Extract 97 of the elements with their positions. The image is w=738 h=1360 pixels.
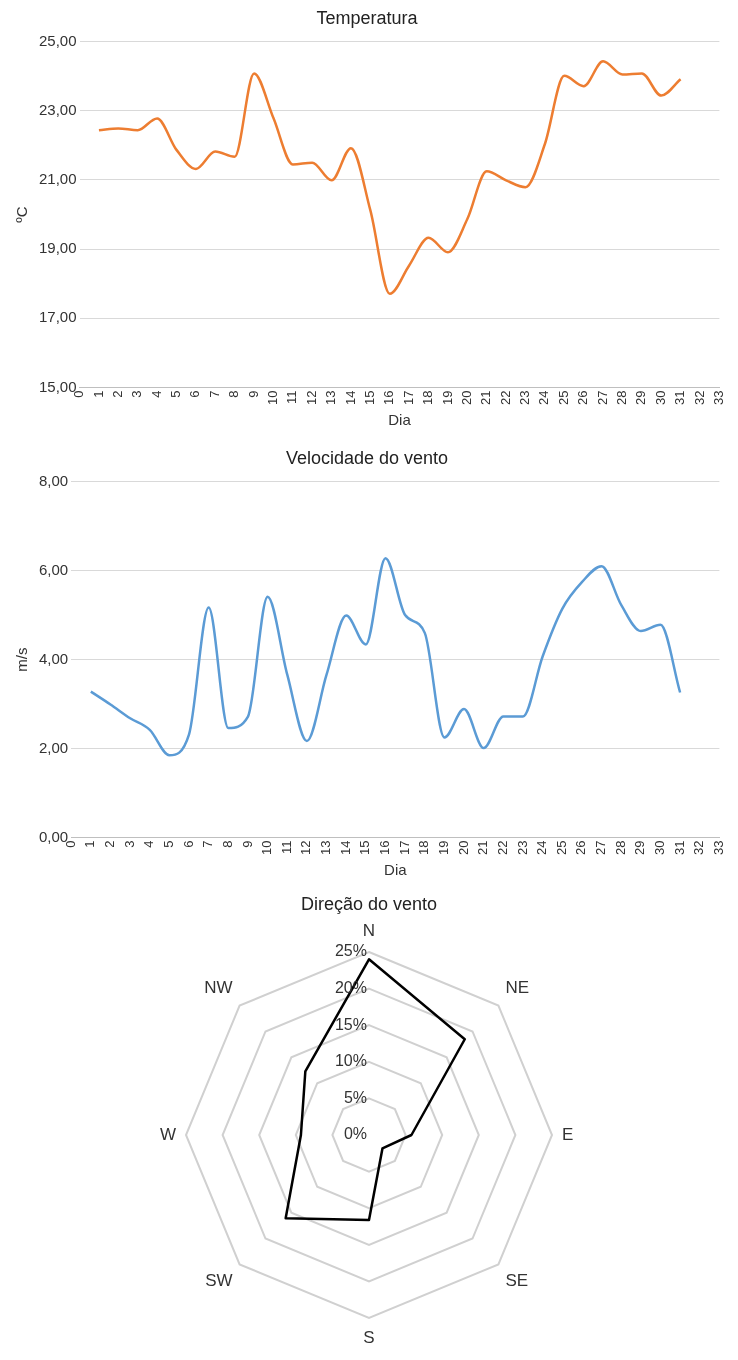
x-tick-label: 7 bbox=[206, 390, 222, 398]
x-tick-label: 7 bbox=[200, 840, 216, 848]
x-tick-label: 32 bbox=[691, 840, 707, 856]
x-tick-label: 4 bbox=[141, 840, 157, 848]
y-tick-label: 5% bbox=[343, 1088, 367, 1106]
x-tick-label: 9 bbox=[239, 840, 255, 848]
x-tick-label: 16 bbox=[377, 840, 393, 856]
x-tick-label: 20 bbox=[458, 390, 474, 406]
x-tick-label: 10 bbox=[259, 840, 275, 856]
x-tick-label: 13 bbox=[318, 840, 334, 856]
x-tick-label: 26 bbox=[575, 390, 591, 406]
chart-title: Velocidade do vento bbox=[285, 447, 449, 468]
x-tick-label: 12 bbox=[298, 840, 314, 856]
x-tick-label: 27 bbox=[593, 840, 609, 856]
y-tick-label: 25% bbox=[334, 942, 367, 960]
x-tick-label: 29 bbox=[633, 390, 649, 406]
y-tick-label: 0% bbox=[343, 1125, 367, 1143]
y-axis-title: ºC bbox=[13, 206, 31, 223]
line-series bbox=[89, 556, 682, 757]
x-tick-label: 32 bbox=[691, 390, 707, 406]
x-tick-label: 24 bbox=[534, 840, 550, 856]
spoke-label: SW bbox=[205, 1271, 233, 1291]
spoke-label: SE bbox=[505, 1271, 529, 1291]
x-tick-label: 2 bbox=[102, 840, 118, 848]
x-tick-label: 29 bbox=[632, 840, 648, 856]
x-tick-label: 5 bbox=[160, 840, 176, 848]
x-tick-label: 8 bbox=[226, 390, 242, 398]
x-tick-label: 17 bbox=[400, 390, 416, 406]
y-tick-label: 17,00 bbox=[38, 308, 77, 326]
x-tick-label: 14 bbox=[342, 390, 358, 406]
x-tick-label: 22 bbox=[497, 390, 513, 406]
x-tick-label: 23 bbox=[514, 840, 530, 856]
x-tick-label: 19 bbox=[439, 390, 455, 406]
x-tick-label: 8 bbox=[219, 840, 235, 848]
x-tick-label: 14 bbox=[337, 840, 353, 856]
x-tick-label: 24 bbox=[536, 390, 552, 406]
x-tick-label: 1 bbox=[82, 840, 98, 848]
spoke-label: E bbox=[562, 1124, 574, 1144]
x-tick-label: 33 bbox=[710, 840, 726, 856]
chart-title: Direção do vento bbox=[300, 893, 438, 914]
x-tick-label: 1 bbox=[90, 390, 106, 398]
x-tick-label: 21 bbox=[475, 840, 491, 856]
y-tick-label: 4,00 bbox=[38, 649, 69, 667]
x-tick-label: 25 bbox=[553, 840, 569, 856]
x-tick-label: 30 bbox=[652, 840, 668, 856]
y-tick-label: 19,00 bbox=[38, 239, 77, 257]
x-tick-label: 33 bbox=[710, 390, 726, 406]
x-tick-label: 11 bbox=[284, 390, 300, 405]
x-tick-label: 3 bbox=[129, 390, 145, 398]
x-tick-label: 5 bbox=[168, 390, 184, 398]
spoke-label: NE bbox=[505, 978, 530, 998]
y-tick-label: 15% bbox=[334, 1015, 367, 1033]
y-tick-label: 10% bbox=[334, 1052, 367, 1070]
x-tick-label: 31 bbox=[671, 840, 687, 856]
y-tick-label: 25,00 bbox=[38, 31, 77, 49]
x-tick-label: 15 bbox=[361, 390, 377, 406]
x-tick-label: 30 bbox=[652, 390, 668, 406]
x-tick-label: 26 bbox=[573, 840, 589, 856]
x-tick-label: 13 bbox=[323, 390, 339, 406]
x-tick-label: 2 bbox=[109, 390, 125, 398]
y-tick-label: 8,00 bbox=[38, 471, 69, 489]
x-tick-label: 25 bbox=[555, 390, 571, 406]
x-tick-label: 31 bbox=[672, 390, 688, 406]
spoke-label: S bbox=[363, 1327, 375, 1347]
line-series bbox=[97, 60, 682, 296]
x-axis-title: Dia bbox=[388, 411, 412, 429]
x-tick-label: 27 bbox=[594, 390, 610, 406]
spoke-label: NW bbox=[204, 978, 233, 998]
x-tick-label: 16 bbox=[381, 390, 397, 406]
x-tick-label: 19 bbox=[435, 840, 451, 856]
x-tick-label: 28 bbox=[614, 390, 630, 406]
spoke-label: W bbox=[159, 1124, 176, 1144]
x-tick-label: 6 bbox=[180, 840, 196, 848]
x-tick-label: 18 bbox=[420, 390, 436, 406]
y-tick-label: 21,00 bbox=[38, 170, 77, 188]
x-tick-label: 22 bbox=[494, 840, 510, 856]
x-axis-title: Dia bbox=[384, 861, 408, 879]
y-axis-title: m/s bbox=[13, 647, 31, 672]
x-tick-label: 17 bbox=[396, 840, 412, 856]
x-tick-label: 20 bbox=[455, 840, 471, 856]
x-tick-label: 15 bbox=[357, 840, 373, 856]
x-tick-label: 28 bbox=[612, 840, 628, 856]
x-tick-label: 18 bbox=[416, 840, 432, 856]
x-tick-label: 6 bbox=[187, 390, 203, 398]
x-tick-label: 9 bbox=[245, 390, 261, 398]
x-tick-label: 3 bbox=[121, 840, 137, 848]
x-tick-label: 4 bbox=[148, 390, 164, 398]
y-tick-label: 23,00 bbox=[38, 100, 77, 118]
x-tick-label: 11 bbox=[278, 840, 294, 855]
y-tick-label: 2,00 bbox=[38, 738, 69, 756]
x-tick-label: 10 bbox=[265, 390, 281, 406]
x-tick-label: 23 bbox=[517, 390, 533, 406]
chart-title: Temperatura bbox=[316, 7, 419, 28]
x-tick-label: 21 bbox=[478, 390, 494, 406]
x-tick-label: 12 bbox=[303, 390, 319, 406]
spoke-label: N bbox=[362, 921, 376, 941]
y-tick-label: 6,00 bbox=[38, 560, 69, 578]
